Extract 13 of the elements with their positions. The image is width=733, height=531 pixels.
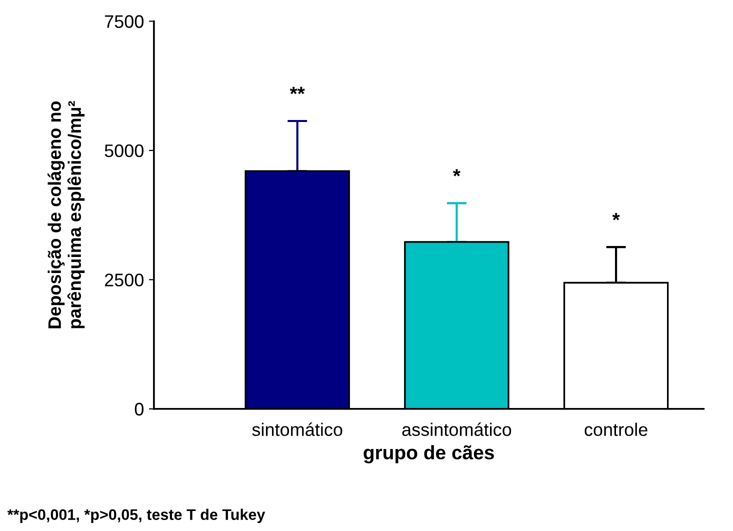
y-tick-label: 2500 bbox=[104, 274, 144, 286]
y-tick-label: 7500 bbox=[104, 15, 144, 28]
x-tick-label: sintomático bbox=[252, 422, 342, 436]
x-axis-title: grupo de cães bbox=[364, 445, 494, 464]
y-tick-label: 5000 bbox=[104, 144, 144, 158]
x-tick-label: controle bbox=[584, 422, 648, 436]
annotation: * bbox=[612, 213, 620, 220]
x-tick-label: assintomático bbox=[402, 422, 512, 436]
y-axis-title: Deposição de colágeno no parênquima esplênico/mμ² bbox=[48, 101, 85, 328]
text: **p<0,001, *p>0,05, teste T de Tukey bbox=[7, 508, 266, 524]
y-tick-label: 0 bbox=[134, 402, 144, 416]
annotation: ** bbox=[290, 86, 305, 94]
annotation: * bbox=[452, 169, 460, 176]
